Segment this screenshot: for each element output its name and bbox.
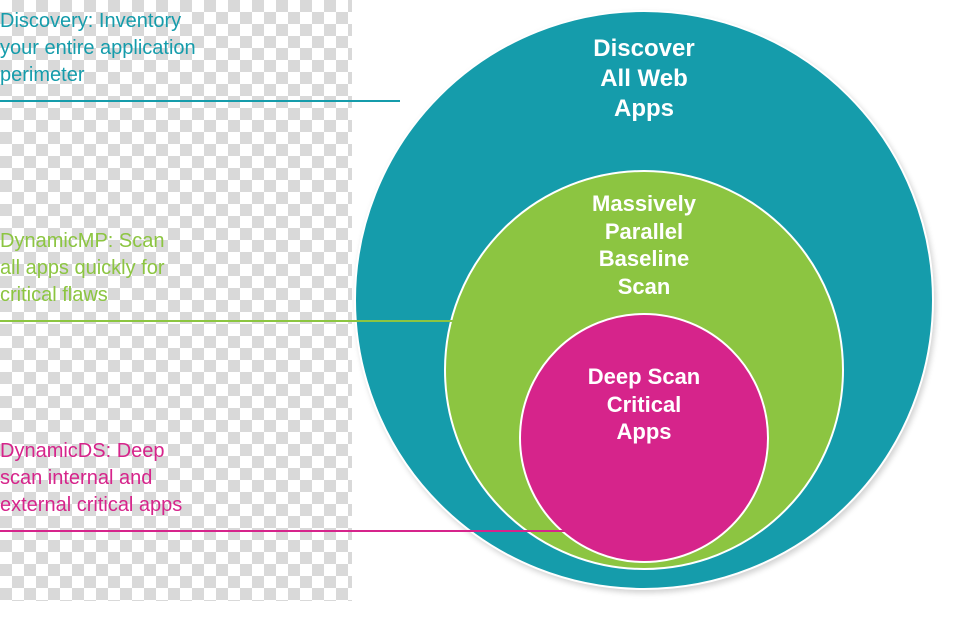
callout-text-dynamicds: DynamicDS: Deep scan internal and extern… — [0, 438, 574, 525]
callout-line-dynamicds — [0, 530, 574, 532]
circle-label-inner: Deep Scan Critical Apps — [588, 363, 701, 446]
callout-dynamicds: DynamicDS: Deep scan internal and extern… — [0, 438, 574, 525]
circle-label-outer: Discover All Web Apps — [593, 34, 694, 124]
callout-line-dynamicmp — [0, 320, 468, 322]
callout-line-discovery — [0, 100, 400, 102]
callout-discovery: Discovery: Inventory your entire applica… — [0, 8, 400, 95]
callout-text-discovery: Discovery: Inventory your entire applica… — [0, 8, 400, 95]
callout-dynamicmp: DynamicMP: Scan all apps quickly for cri… — [0, 228, 468, 315]
circle-label-middle: Massively Parallel Baseline Scan — [592, 190, 696, 300]
callout-text-dynamicmp: DynamicMP: Scan all apps quickly for cri… — [0, 228, 468, 315]
